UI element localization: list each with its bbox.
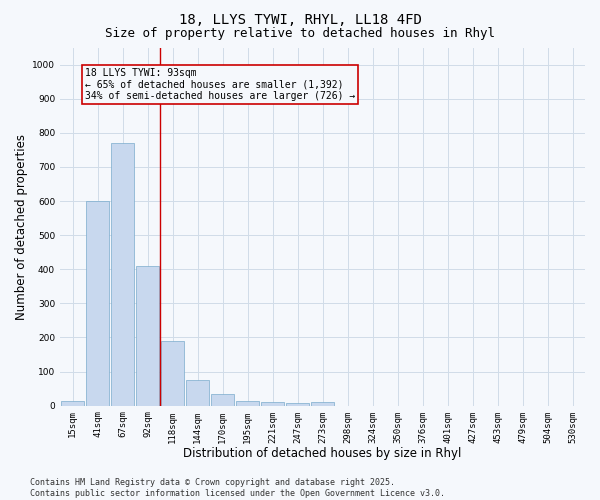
Bar (286, 403, 310, 406)
Text: Contains HM Land Registry data © Crown copyright and database right 2025.
Contai: Contains HM Land Registry data © Crown c… (30, 478, 445, 498)
Text: Size of property relative to detached houses in Rhyl: Size of property relative to detached ho… (105, 28, 495, 40)
Bar (185, 380, 209, 406)
Y-axis label: Number of detached properties: Number of detached properties (15, 134, 28, 320)
Bar (136, 266, 160, 406)
X-axis label: Distribution of detached houses by size in Rhyl: Distribution of detached houses by size … (184, 447, 462, 460)
Bar (260, 402, 284, 406)
Bar (110, 143, 134, 406)
Text: 18 LLYS TYWI: 93sqm
← 65% of detached houses are smaller (1,392)
34% of semi-det: 18 LLYS TYWI: 93sqm ← 65% of detached ho… (85, 68, 355, 101)
Bar (61, 400, 85, 406)
Text: 18, LLYS TYWI, RHYL, LL18 4FD: 18, LLYS TYWI, RHYL, LL18 4FD (179, 12, 421, 26)
Bar (161, 341, 184, 406)
Bar (311, 402, 334, 406)
Bar (236, 400, 259, 406)
Bar (211, 394, 235, 406)
Bar (86, 201, 109, 406)
